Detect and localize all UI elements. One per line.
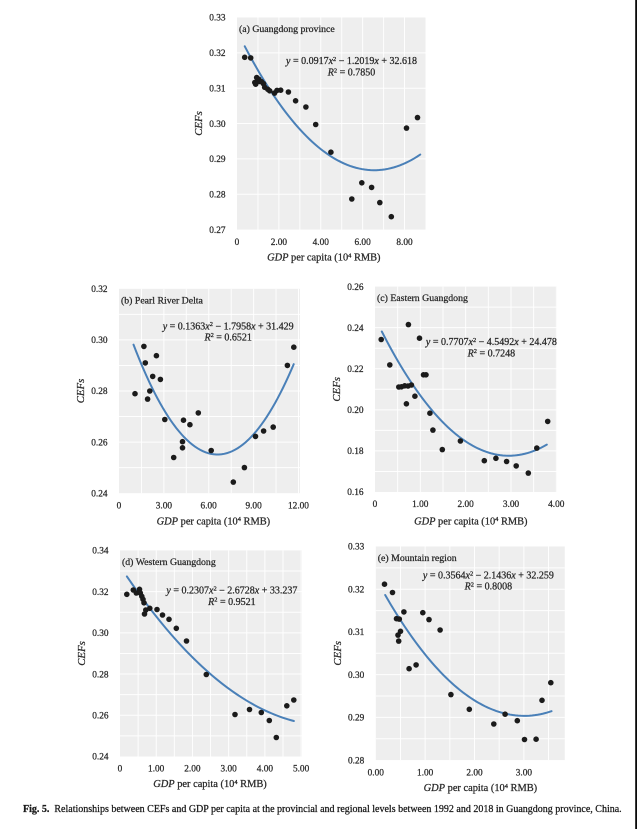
svg-text:0: 0 — [117, 501, 122, 511]
svg-text:0.26: 0.26 — [347, 283, 364, 293]
svg-text:0.31: 0.31 — [348, 628, 365, 638]
svg-text:8.00: 8.00 — [396, 238, 413, 248]
svg-text:3.00: 3.00 — [156, 501, 173, 511]
svg-text:9.00: 9.00 — [245, 501, 262, 511]
svg-text:0.22: 0.22 — [347, 365, 364, 375]
svg-text:0.26: 0.26 — [92, 711, 109, 721]
svg-text:0.27: 0.27 — [209, 226, 226, 236]
svg-text:y = 0.1363x2 − 1.7958x + 31.42: y = 0.1363x2 − 1.7958x + 31.429 — [162, 321, 294, 332]
svg-text:GDP per capita (104 RMB): GDP per capita (104 RMB) — [153, 779, 266, 790]
svg-text:4.00: 4.00 — [257, 765, 274, 775]
svg-text:0: 0 — [373, 500, 378, 510]
svg-text:(e) Mountain region: (e) Mountain region — [378, 553, 457, 564]
svg-text:12.00: 12.00 — [288, 501, 309, 511]
svg-text:0.29: 0.29 — [348, 714, 365, 724]
svg-text:R2 = 0.9521: R2 = 0.9521 — [207, 597, 255, 608]
svg-text:2.00: 2.00 — [184, 765, 201, 775]
svg-text:6.00: 6.00 — [354, 238, 371, 248]
svg-text:4.00: 4.00 — [548, 500, 565, 510]
svg-text:R2 = 0.7850: R2 = 0.7850 — [327, 68, 375, 79]
svg-text:0: 0 — [235, 238, 240, 248]
svg-text:0.16: 0.16 — [347, 488, 364, 498]
svg-text:GDP per capita (104 RMB): GDP per capita (104 RMB) — [267, 252, 380, 263]
svg-text:GDP per capita (104 RMB): GDP per capita (104 RMB) — [424, 783, 537, 794]
svg-text:0.30: 0.30 — [209, 120, 226, 130]
svg-text:0.32: 0.32 — [348, 585, 365, 595]
svg-text:CEFs: CEFs — [75, 379, 87, 404]
svg-text:1.00: 1.00 — [417, 768, 434, 778]
svg-text:3.00: 3.00 — [221, 765, 238, 775]
svg-text:GDP per capita (104 RMB): GDP per capita (104 RMB) — [414, 516, 527, 527]
svg-text:3.00: 3.00 — [516, 768, 533, 778]
svg-text:0.32: 0.32 — [209, 49, 226, 59]
svg-text:GDP per capita (104 RMB): GDP per capita (104 RMB) — [157, 516, 270, 527]
svg-text:5.00: 5.00 — [293, 765, 310, 775]
svg-text:CEFs: CEFs — [193, 111, 205, 136]
svg-text:0.30: 0.30 — [92, 629, 109, 639]
svg-text:0.32: 0.32 — [91, 285, 108, 295]
svg-text:Fig. 5. Relationships between: Fig. 5. Relationships between CEFs and G… — [23, 804, 622, 815]
svg-text:y = 0.2307x2 − 2.6728x + 33.23: y = 0.2307x2 − 2.6728x + 33.237 — [165, 585, 297, 596]
svg-text:0.31: 0.31 — [209, 84, 226, 94]
svg-text:0.18: 0.18 — [347, 447, 364, 457]
svg-text:(c) Eastern Guangdong: (c) Eastern Guangdong — [377, 293, 468, 304]
svg-text:0.34: 0.34 — [92, 547, 109, 557]
svg-text:0.24: 0.24 — [91, 489, 108, 499]
svg-text:(a) Guangdong province: (a) Guangdong province — [239, 24, 335, 35]
svg-text:0.28: 0.28 — [348, 756, 365, 766]
svg-text:0.28: 0.28 — [209, 190, 226, 200]
svg-text:y = 0.3564x2 − 2.1436x + 32.25: y = 0.3564x2 − 2.1436x + 32.259 — [422, 570, 554, 581]
svg-text:y = 0.0917x2 − 1.2019x + 32.61: y = 0.0917x2 − 1.2019x + 32.618 — [285, 56, 417, 67]
svg-text:2.00: 2.00 — [458, 500, 475, 510]
svg-text:1.00: 1.00 — [412, 500, 429, 510]
svg-text:R2 = 0.7248: R2 = 0.7248 — [467, 348, 515, 359]
svg-text:0.20: 0.20 — [347, 406, 364, 416]
svg-text:0.28: 0.28 — [92, 670, 109, 680]
svg-text:0.24: 0.24 — [92, 753, 109, 763]
svg-text:CEFs: CEFs — [331, 377, 343, 402]
svg-text:0.32: 0.32 — [92, 588, 109, 598]
svg-text:2.00: 2.00 — [466, 768, 483, 778]
svg-text:0.24: 0.24 — [347, 324, 364, 334]
svg-text:2.00: 2.00 — [271, 238, 288, 248]
svg-text:0.29: 0.29 — [209, 155, 226, 165]
svg-text:0.30: 0.30 — [348, 671, 365, 681]
svg-text:CEFs: CEFs — [76, 641, 88, 666]
svg-text:CEFs: CEFs — [332, 641, 344, 666]
svg-text:0: 0 — [118, 765, 123, 775]
svg-text:4.00: 4.00 — [313, 238, 330, 248]
svg-text:3.00: 3.00 — [503, 500, 520, 510]
svg-text:0.33: 0.33 — [209, 14, 226, 24]
svg-text:R2 = 0.6521: R2 = 0.6521 — [203, 332, 251, 343]
svg-text:0.30: 0.30 — [91, 336, 108, 346]
svg-text:y = 0.7707x2 − 4.5492x + 24.47: y = 0.7707x2 − 4.5492x + 24.478 — [425, 337, 557, 348]
svg-text:0.00: 0.00 — [368, 768, 385, 778]
svg-text:6.00: 6.00 — [201, 501, 218, 511]
svg-text:R2 = 0.8008: R2 = 0.8008 — [464, 581, 512, 592]
svg-text:0.26: 0.26 — [91, 438, 108, 448]
svg-text:0.33: 0.33 — [348, 543, 365, 553]
svg-text:1.00: 1.00 — [148, 765, 165, 775]
svg-text:(b) Pearl River Delta: (b) Pearl River Delta — [121, 295, 204, 306]
svg-text:(d) Western Guangdong: (d) Western Guangdong — [122, 557, 216, 568]
svg-text:0.28: 0.28 — [91, 387, 108, 397]
